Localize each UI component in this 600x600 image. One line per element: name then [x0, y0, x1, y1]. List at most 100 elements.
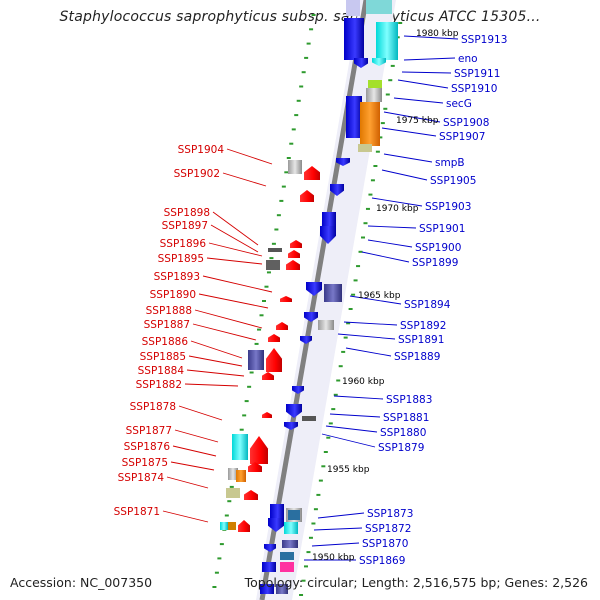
leader-line — [190, 340, 243, 359]
feature-block — [346, 0, 360, 16]
topology-summary: Topology: circular; Length: 2,516,575 bp… — [244, 575, 588, 590]
feature-block — [228, 468, 238, 480]
feature-block — [376, 22, 398, 60]
gene-label-right: SSP1907 — [439, 131, 485, 143]
feature-block — [366, 0, 392, 14]
leader-line — [329, 413, 381, 418]
feature-block — [268, 248, 282, 252]
feature-block — [346, 96, 362, 138]
gene-label-left: SSP1875 — [122, 457, 168, 469]
gene-label-right: SSP1899 — [412, 257, 458, 269]
leader-line — [371, 197, 423, 207]
feature-arrow — [304, 312, 318, 322]
gene-label-right: SSP1891 — [398, 334, 444, 346]
leader-line — [226, 148, 273, 165]
leader-line — [206, 257, 263, 265]
feature-arrow — [262, 412, 272, 418]
leader-line — [383, 111, 441, 123]
leader-line — [333, 395, 384, 400]
leader-line — [367, 225, 417, 229]
gene-label-right: SSP1880 — [380, 427, 426, 439]
gene-label-left: SSP1878 — [130, 401, 176, 413]
leader-line — [317, 512, 365, 519]
feature-block — [288, 510, 300, 520]
gene-label-left: SSP1877 — [126, 425, 172, 437]
leader-line — [166, 476, 209, 489]
leader-line — [172, 445, 217, 457]
gene-label-left: SSP1890 — [150, 289, 196, 301]
leader-line — [367, 239, 413, 248]
leader-line — [361, 251, 410, 263]
feature-arrow — [276, 322, 288, 330]
gene-label-left: SSP1885 — [140, 351, 186, 363]
feature-arrow — [300, 190, 314, 202]
feature-arrow — [280, 296, 292, 302]
leader-line — [178, 405, 223, 421]
leader-line — [345, 347, 392, 357]
feature-arrow — [248, 462, 262, 472]
feature-block — [276, 584, 288, 594]
leader-line — [174, 429, 219, 443]
gene-label-right: SSP1908 — [443, 117, 489, 129]
feature-arrow — [268, 334, 280, 342]
leader-line — [393, 97, 444, 104]
leader-line — [212, 211, 259, 246]
gene-label-right: SSP1892 — [400, 320, 446, 332]
feature-arrow — [286, 260, 300, 270]
kbp-marker-label: 1950 kbp — [312, 553, 355, 563]
leader-line — [381, 127, 437, 137]
feature-arrow — [250, 436, 268, 464]
feature-block — [248, 350, 264, 370]
feature-block — [366, 88, 382, 102]
gene-label-right: SSP1900 — [415, 242, 461, 254]
gene-label-right: SSP1881 — [383, 412, 429, 424]
gene-label-right: SSP1903 — [425, 201, 471, 213]
gene-label-left: SSP1882 — [136, 379, 182, 391]
gene-label-right: SSP1889 — [394, 351, 440, 363]
leader-line — [192, 323, 257, 341]
feature-block — [270, 504, 284, 518]
leader-line — [383, 153, 433, 163]
gene-label-left: SSP1902 — [174, 168, 220, 180]
leader-line — [188, 355, 243, 367]
feature-arrow — [290, 240, 302, 248]
leader-line — [401, 71, 452, 74]
kbp-markers: 1980 kbp 1975 kbp 1970 kbp 1965 kbp 1960 kbp… — [312, 29, 459, 563]
gene-label-right: smpB — [435, 157, 465, 169]
feature-arrow — [266, 348, 282, 372]
leader-line — [208, 242, 263, 257]
feature-block — [266, 260, 280, 270]
leader-line — [311, 542, 360, 547]
gene-features — [220, 0, 398, 594]
gene-label-right: SSP1879 — [378, 442, 424, 454]
kbp-marker-label: 1955 kbp — [327, 465, 370, 475]
leader-line — [222, 172, 267, 187]
label-leaders — [162, 35, 459, 561]
genome-title: Staphylococcus saprophyticus subsp. sapr… — [59, 9, 541, 25]
feature-block — [318, 320, 334, 330]
gene-label-right: SSP1870 — [362, 538, 408, 550]
feature-block — [280, 552, 294, 560]
feature-arrow — [330, 184, 344, 196]
gene-label-right: SSP1911 — [454, 68, 500, 80]
feature-block — [280, 562, 294, 572]
feature-block — [262, 562, 276, 572]
leader-line — [403, 35, 459, 40]
leader-line — [170, 461, 215, 471]
gene-label-left: SSP1886 — [142, 336, 189, 348]
feature-block — [368, 80, 382, 90]
feature-arrow — [354, 58, 368, 68]
leader-line — [349, 295, 402, 305]
gene-label-right: eno — [458, 53, 478, 65]
gene-label-right: secG — [446, 98, 472, 110]
gene-label-right: SSP1913 — [461, 34, 507, 46]
gene-label-left: SSP1871 — [114, 506, 160, 518]
kbp-marker-label: 1960 kbp — [342, 377, 385, 387]
feature-arrow — [264, 544, 276, 552]
feature-arrow — [284, 422, 298, 430]
feature-arrow — [306, 282, 322, 296]
leader-line — [210, 224, 259, 253]
kbp-marker-label: 1975 kbp — [396, 116, 439, 126]
